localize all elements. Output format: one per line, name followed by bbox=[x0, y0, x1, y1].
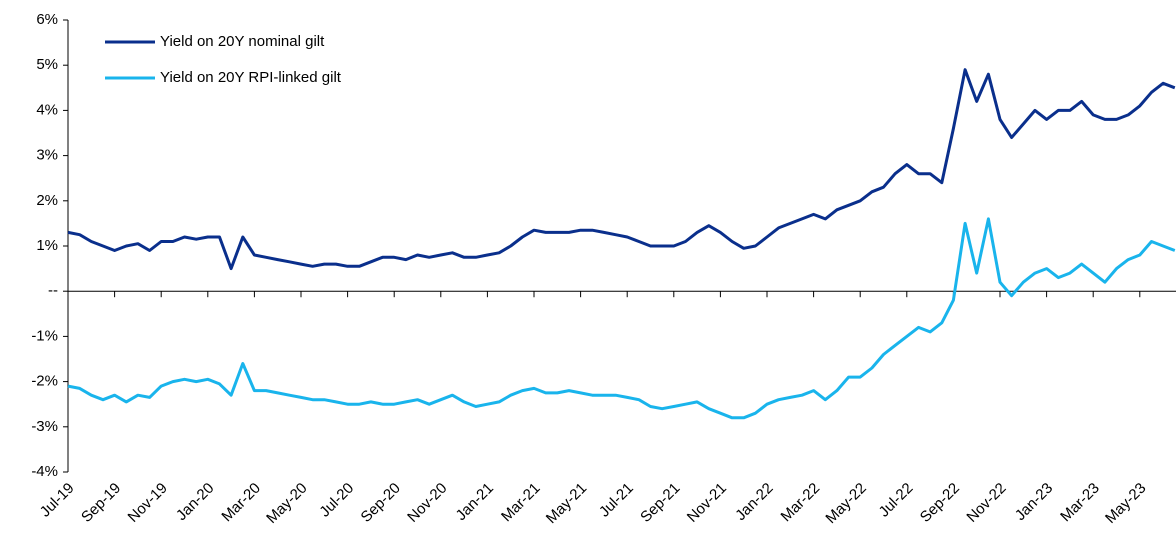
x-tick-label: Sep-22 bbox=[917, 480, 963, 526]
x-tick-label: Jan-21 bbox=[453, 480, 497, 524]
x-tick-label: Jan-20 bbox=[173, 480, 217, 524]
x-tick-label: Jul-20 bbox=[316, 480, 357, 521]
x-tick-label: Mar-21 bbox=[498, 480, 544, 526]
x-tick-label: May-20 bbox=[263, 480, 310, 527]
x-tick-label: May-22 bbox=[822, 480, 869, 527]
x-tick-label: Nov-21 bbox=[684, 480, 730, 526]
y-tick-label: 3% bbox=[36, 147, 58, 164]
x-tick-label: Sep-20 bbox=[358, 480, 404, 526]
y-tick-label: 2% bbox=[36, 192, 58, 209]
x-tick-label: Jul-22 bbox=[876, 480, 917, 521]
y-tick-label: -1% bbox=[31, 327, 58, 344]
x-tick-label: Sep-19 bbox=[78, 480, 124, 526]
y-tick-label: 4% bbox=[36, 101, 58, 118]
x-tick-label: Jul-21 bbox=[596, 480, 637, 521]
y-tick-label: -3% bbox=[31, 418, 58, 435]
x-tick-label: Mar-20 bbox=[218, 480, 264, 526]
x-tick-label: May-21 bbox=[543, 480, 590, 527]
series-line bbox=[67, 217, 1176, 420]
x-tick-label: Jul-19 bbox=[37, 480, 78, 521]
y-tick-label: -4% bbox=[31, 463, 58, 480]
x-tick-label: Sep-21 bbox=[637, 480, 683, 526]
y-tick-label: -- bbox=[48, 282, 58, 299]
x-tick-label: May-23 bbox=[1102, 480, 1149, 527]
legend-label: Yield on 20Y RPI-linked gilt bbox=[160, 69, 342, 86]
y-tick-label: 5% bbox=[36, 56, 58, 73]
x-tick-label: Jan-22 bbox=[732, 480, 776, 524]
x-tick-label: Mar-23 bbox=[1057, 480, 1103, 526]
series-line bbox=[67, 68, 1176, 271]
y-tick-label: 1% bbox=[36, 237, 58, 254]
x-tick-label: Nov-22 bbox=[963, 480, 1009, 526]
y-tick-label: 6% bbox=[36, 11, 58, 28]
y-tick-label: -2% bbox=[31, 373, 58, 390]
x-tick-label: Jan-23 bbox=[1012, 480, 1056, 524]
x-tick-label: Nov-19 bbox=[125, 480, 171, 526]
x-tick-label: Nov-20 bbox=[404, 480, 450, 526]
legend-label: Yield on 20Y nominal gilt bbox=[160, 33, 325, 50]
x-tick-label: Mar-22 bbox=[778, 480, 824, 526]
